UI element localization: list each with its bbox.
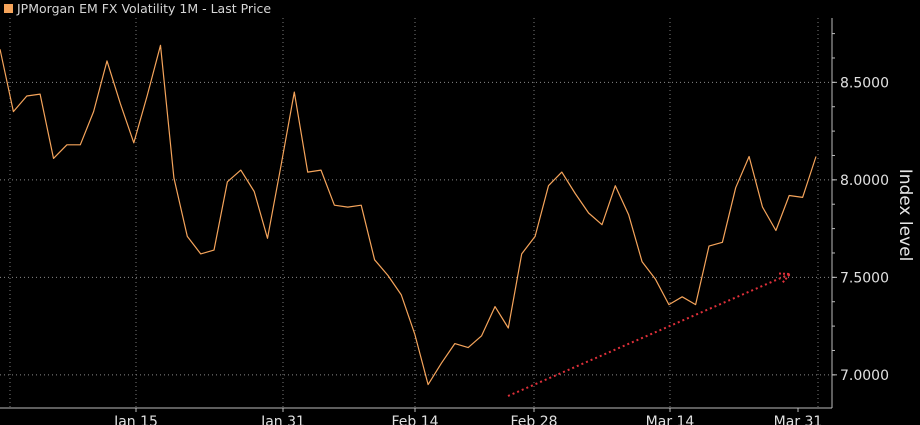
y-tick-label: 7.5000 bbox=[840, 270, 889, 286]
x-tick-label: Mar 14 bbox=[646, 414, 695, 425]
x-tick-label: Mar 31 bbox=[774, 414, 823, 425]
x-tick-label: Jan 15 bbox=[113, 414, 158, 425]
annotation-layer bbox=[507, 272, 793, 397]
x-tick-label: Feb 14 bbox=[391, 414, 438, 425]
x-tick-label: Feb 28 bbox=[510, 414, 557, 425]
y-tick-label: 8.0000 bbox=[840, 173, 889, 189]
grid-lines bbox=[0, 18, 832, 408]
x-axis: Jan 15 Jan 31 Feb 14 Feb 28 Mar 14 Mar 31 bbox=[0, 407, 832, 425]
x-tick-label: Jan 31 bbox=[260, 414, 305, 425]
chart-legend: JPMorgan EM FX Volatility 1M - Last Pric… bbox=[4, 0, 271, 16]
series-layer bbox=[0, 44, 817, 386]
legend-swatch bbox=[4, 3, 13, 13]
trend-arrow-line bbox=[507, 273, 791, 397]
y-tick-label: 7.0000 bbox=[840, 368, 889, 384]
y-axis-label: Index level bbox=[895, 169, 915, 262]
trend-arrow-head bbox=[778, 272, 793, 283]
chart-title: JPMorgan EM FX Volatility 1M - Last Pric… bbox=[17, 0, 272, 16]
y-tick-label: 8.5000 bbox=[840, 75, 889, 91]
y-axis: 7.0000 7.5000 8.0000 8.5000 Index level bbox=[831, 18, 915, 408]
series-line bbox=[0, 44, 817, 386]
